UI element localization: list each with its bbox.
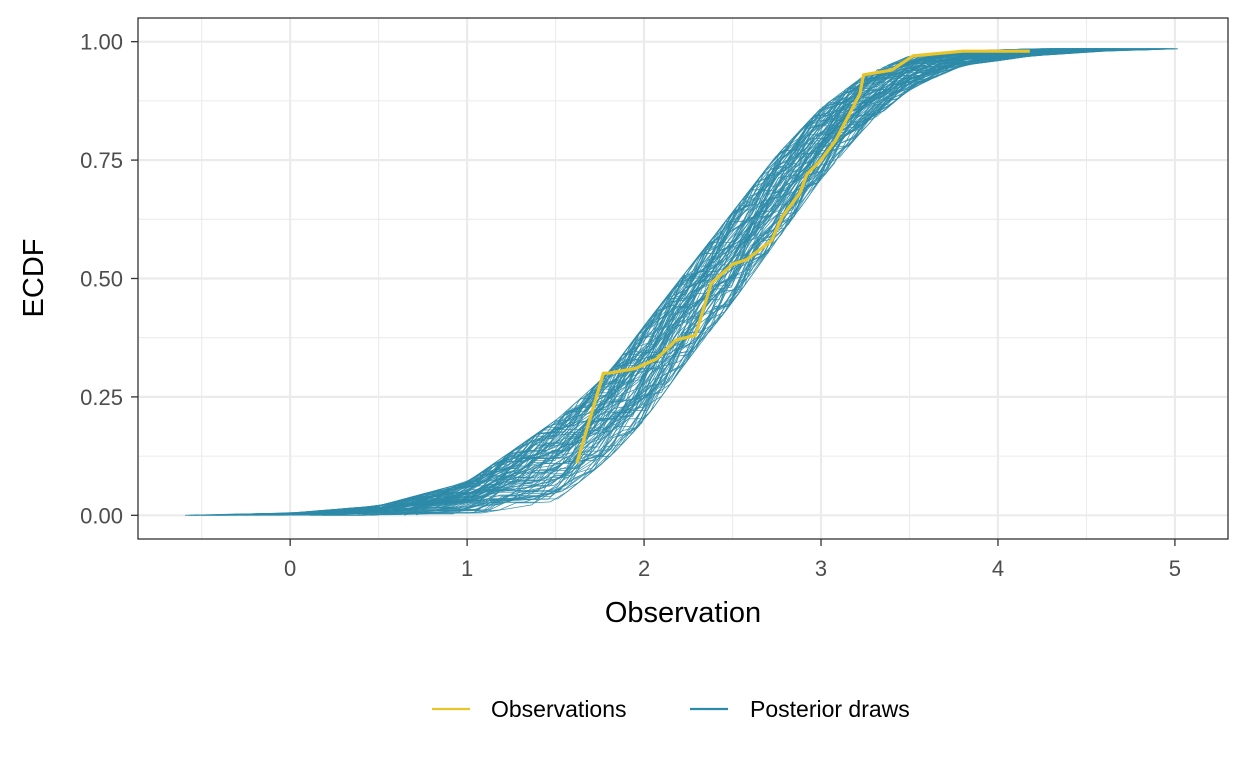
x-tick-label: 3 (815, 556, 827, 581)
posterior-draw-line (217, 50, 1084, 516)
posterior-draw-line (282, 51, 1057, 515)
y-tick-label: 1.00 (80, 30, 123, 55)
legend-label-posterior-draws: Posterior draws (750, 696, 910, 722)
legend: Observations Posterior draws (432, 696, 910, 722)
posterior-draw-line (323, 52, 1062, 515)
y-tick-label: 0.25 (80, 385, 123, 410)
posterior-draw-line (250, 49, 1153, 516)
x-tick-label: 1 (461, 556, 473, 581)
x-axis-title: Observation (605, 597, 761, 629)
observations-line-group (575, 49, 1030, 464)
y-axis-ticks: 0.00 0.25 0.50 0.75 1.00 (80, 30, 138, 528)
x-tick-label: 2 (638, 556, 650, 581)
x-tick-label: 0 (284, 556, 296, 581)
posterior-draw-line (313, 50, 1078, 513)
x-axis-ticks: 0 1 2 3 4 5 (284, 539, 1181, 581)
x-tick-label: 5 (1169, 556, 1181, 581)
y-tick-label: 0.50 (80, 267, 123, 292)
posterior-draw-line (358, 48, 1073, 511)
x-tick-label: 4 (992, 556, 1004, 581)
y-axis-title: ECDF (18, 239, 50, 318)
y-tick-label: 0.00 (80, 503, 123, 528)
observations-line (575, 49, 1030, 464)
legend-label-observations: Observations (491, 696, 627, 722)
posterior-draw-line (374, 52, 1056, 516)
y-tick-label: 0.75 (80, 148, 123, 173)
posterior-draw-line (362, 53, 1072, 515)
